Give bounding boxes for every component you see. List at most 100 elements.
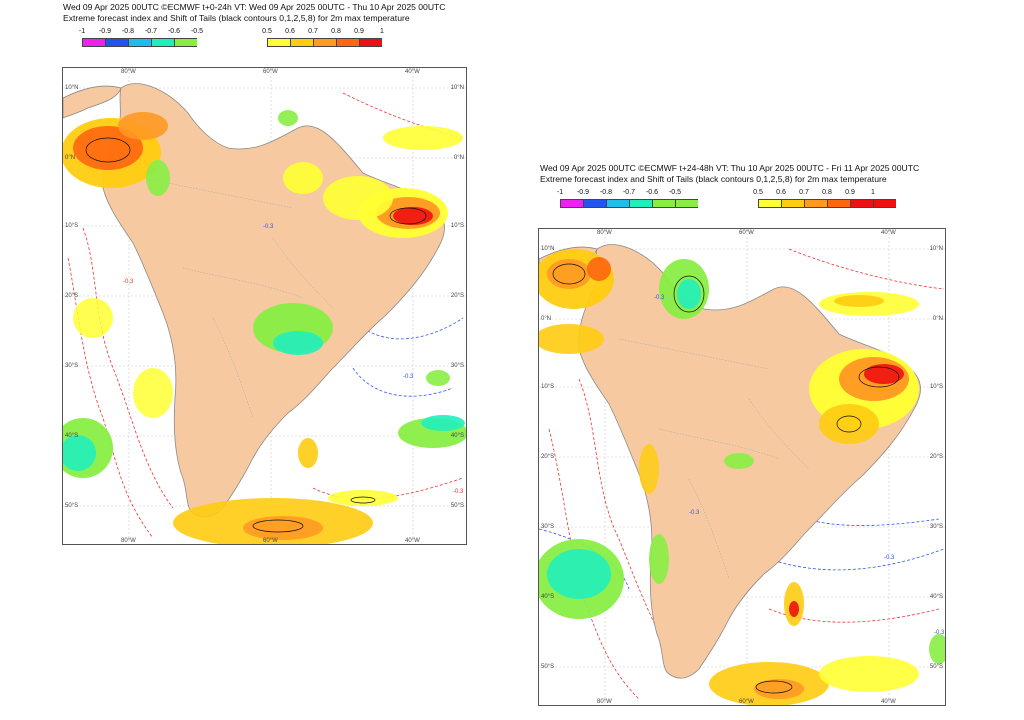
lon-label: 80°W	[597, 699, 612, 705]
lat-label: 10°N	[541, 246, 555, 252]
efi-legend: -1 -0.9 -0.8 -0.7 -0.6 -0.5 0.5 0.6 0.7 …	[79, 28, 384, 47]
legend-swatch	[675, 199, 698, 208]
legend-tick: 0.8	[822, 189, 832, 196]
legend-swatch	[652, 199, 675, 208]
legend-swatch	[336, 38, 359, 47]
lon-label: 40°W	[881, 699, 896, 705]
lon-label: 60°W	[739, 699, 754, 705]
landmass-central-america	[63, 85, 122, 119]
legend-tick: -0.6	[645, 189, 659, 196]
map-canvas: -0.3 -0.3 -0.3 -0.3	[539, 229, 945, 705]
legend-swatch	[850, 199, 873, 208]
panel-title-line1: Wed 09 Apr 2025 00UTC ©ECMWF t+24-48h VT…	[540, 163, 920, 173]
legend-swatch	[629, 199, 652, 208]
lat-label: 10°S	[541, 384, 555, 390]
lat-label: 30°S	[65, 363, 79, 369]
contour-label: -0.3	[884, 555, 895, 561]
contour-label: -0.3	[453, 489, 464, 495]
panel-title-line2: Extreme forecast index and Shift of Tail…	[540, 174, 887, 184]
legend-tick: 1	[871, 189, 875, 196]
lon-label: 40°W	[881, 230, 896, 236]
lat-label: 20°S	[541, 454, 555, 460]
legend-tick: -0.9	[98, 28, 112, 35]
legend-tick: 0.6	[776, 189, 786, 196]
efi-cold-anomalies	[63, 110, 466, 478]
contour-label: -0.3	[934, 630, 945, 636]
lat-label: 50°S	[450, 503, 464, 509]
legend-tick: -0.5	[668, 189, 682, 196]
lat-label: 50°S	[65, 503, 79, 509]
efi-cold-anomalies	[539, 259, 945, 664]
lat-label: 20°S	[65, 293, 79, 299]
legend-swatch	[359, 38, 382, 47]
lat-label: 40°S	[65, 433, 79, 439]
lat-label: 40°S	[450, 433, 464, 439]
lat-label: 40°S	[541, 594, 555, 600]
legend-tick: 0.5	[753, 189, 763, 196]
contour-label: -0.3	[263, 224, 274, 230]
efi-map-day2: -0.3 -0.3 -0.3 -0.3 80°W 60°W 40°W 80°W …	[538, 228, 946, 706]
legend-swatch	[606, 199, 629, 208]
legend-swatch	[827, 199, 850, 208]
legend-swatch	[781, 199, 804, 208]
lat-label: 20°S	[450, 293, 464, 299]
legend-tick: 0.9	[845, 189, 855, 196]
lat-label: 20°S	[929, 454, 943, 460]
legend-swatch	[82, 38, 105, 47]
lat-label: 10°S	[65, 223, 79, 229]
legend-warm-scale: 0.5 0.6 0.7 0.8 0.9 1	[262, 28, 384, 47]
legend-warm-scale: 0.5 0.6 0.7 0.8 0.9 1	[753, 189, 896, 208]
legend-swatch	[267, 38, 290, 47]
legend-tick: -1	[78, 28, 86, 35]
lat-label: 10°N	[450, 85, 464, 91]
contour-label: -0.3	[654, 295, 665, 301]
lat-label: 30°S	[450, 363, 464, 369]
legend-tick: 0.8	[331, 28, 341, 35]
legend-tick: 0.6	[285, 28, 295, 35]
shift-of-tails-contours	[85, 137, 427, 533]
legend-swatch	[873, 199, 896, 208]
lon-label: 60°W	[739, 230, 754, 236]
lat-label: 0°N	[932, 316, 943, 322]
efi-warm-anomalies	[539, 249, 919, 705]
lat-label: 30°S	[929, 524, 943, 530]
legend-swatch	[583, 199, 606, 208]
legend-tick: -0.7	[622, 189, 636, 196]
legend-swatch	[128, 38, 151, 47]
legend-swatch	[290, 38, 313, 47]
legend-tick: 0.5	[262, 28, 272, 35]
contour-label: -0.3	[123, 279, 134, 285]
map-canvas: -0.3 -0.3 -0.3 -0.3	[63, 68, 466, 544]
lat-label: 40°S	[929, 594, 943, 600]
lat-label: 50°S	[929, 664, 943, 670]
legend-swatch	[151, 38, 174, 47]
legend-tick: 0.9	[354, 28, 364, 35]
legend-swatch	[313, 38, 336, 47]
legend-swatch	[105, 38, 128, 47]
legend-tick: -0.7	[144, 28, 158, 35]
legend-cold-scale: -1 -0.9 -0.8 -0.7 -0.6 -0.5	[79, 28, 203, 47]
legend-cold-scale: -1 -0.9 -0.8 -0.7 -0.6 -0.5	[557, 189, 698, 208]
legend-tick: -0.6	[167, 28, 181, 35]
lat-label: 30°S	[541, 524, 555, 530]
efi-map-day1: -0.3 -0.3 -0.3 -0.3 80°W 60°W 40°W 80°W …	[62, 67, 467, 545]
panel-title-line2: Extreme forecast index and Shift of Tail…	[63, 13, 410, 23]
lat-label: 50°S	[541, 664, 555, 670]
legend-tick: 0.7	[799, 189, 809, 196]
legend-tick: -1	[556, 189, 564, 196]
lat-label: 0°N	[453, 155, 464, 161]
legend-tick: -0.9	[576, 189, 590, 196]
lon-label: 40°W	[405, 69, 420, 75]
legend-tick: -0.5	[190, 28, 204, 35]
lon-label: 40°W	[405, 538, 420, 544]
legend-swatch	[804, 199, 827, 208]
lon-label: 60°W	[263, 69, 278, 75]
legend-swatch	[758, 199, 781, 208]
lon-label: 80°W	[121, 69, 136, 75]
efi-legend: -1 -0.9 -0.8 -0.7 -0.6 -0.5 0.5 0.6 0.7 …	[557, 189, 896, 208]
shift-of-tails-contours	[552, 263, 900, 694]
legend-swatch	[560, 199, 583, 208]
lat-label: 10°N	[929, 246, 943, 252]
lat-label: 10°S	[929, 384, 943, 390]
lon-label: 80°W	[121, 538, 136, 544]
